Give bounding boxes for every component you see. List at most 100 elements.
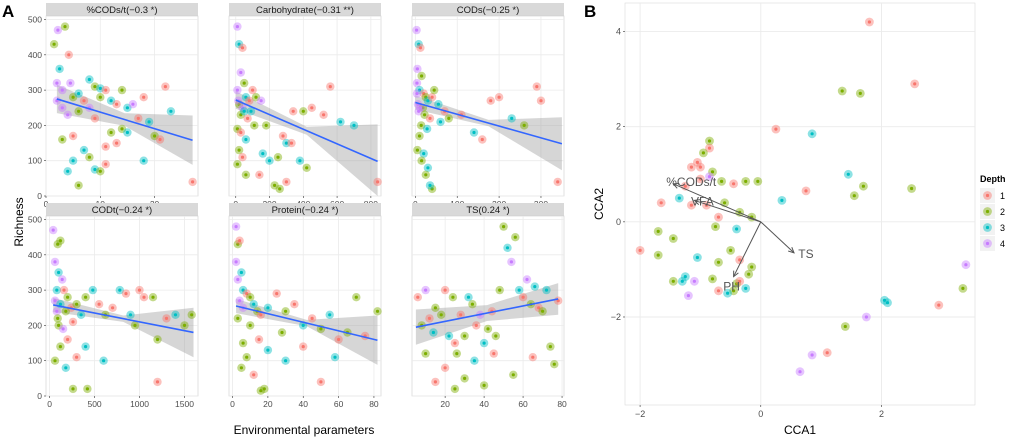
- data-point-core: [438, 120, 443, 124]
- data-point-core: [695, 255, 700, 260]
- x-tick-label: 80: [369, 399, 379, 409]
- data-point-core: [937, 303, 941, 307]
- data-point-core: [245, 355, 249, 359]
- data-point-core: [155, 337, 160, 342]
- regression-line: [235, 99, 378, 163]
- data-point-core: [104, 145, 108, 149]
- data-point-core: [57, 270, 61, 275]
- data-point-core: [683, 184, 687, 188]
- data-point-core: [261, 152, 265, 156]
- panel-b-letter: B: [584, 2, 597, 21]
- data-point-core: [417, 109, 421, 113]
- data-point-core: [310, 106, 314, 110]
- data-point-core: [84, 295, 88, 299]
- data-point-core: [710, 170, 715, 174]
- data-point-core: [82, 148, 86, 152]
- x-tick-label: 1000: [130, 399, 149, 409]
- data-point-core: [698, 165, 703, 169]
- data-point-core: [60, 137, 64, 142]
- data-point-core: [239, 270, 243, 275]
- data-point-core: [338, 120, 343, 124]
- data-point-core: [60, 88, 64, 92]
- data-point-core: [537, 306, 541, 310]
- data-point-core: [459, 313, 463, 317]
- data-point-core: [280, 330, 284, 335]
- confidence-band: [235, 91, 378, 196]
- data-point-core: [867, 20, 872, 24]
- data-point-core: [87, 155, 91, 159]
- data-point-core: [864, 315, 869, 319]
- biplot-arrow: [673, 183, 761, 223]
- facet-strip: [229, 203, 381, 216]
- legend-label: 3: [1000, 223, 1005, 233]
- facet-title: Carbohydrate(−0.31 **): [256, 5, 354, 16]
- legend-title: Depth: [980, 174, 1006, 184]
- data-point-core: [142, 159, 146, 163]
- data-point-core: [155, 380, 160, 384]
- data-point-core: [109, 99, 113, 103]
- data-point-core: [241, 341, 245, 345]
- x-tick-label: 1500: [175, 399, 194, 409]
- confidence-band: [53, 297, 194, 358]
- data-point-core: [236, 242, 240, 246]
- data-point-core: [541, 309, 545, 313]
- data-point-core: [262, 387, 266, 391]
- data-point-core: [58, 239, 63, 243]
- x-tick-label: 40: [298, 399, 308, 409]
- data-point-core: [843, 324, 847, 329]
- data-point-core: [147, 120, 151, 124]
- data-point-core: [284, 359, 288, 363]
- data-point-core: [190, 313, 194, 317]
- data-point-core: [236, 316, 240, 320]
- data-point-core: [64, 309, 68, 313]
- data-point-core: [552, 362, 556, 366]
- data-point-core: [237, 42, 241, 46]
- data-point-core: [713, 225, 718, 229]
- legend-marker-core: [985, 225, 990, 230]
- facet-panel: TS(0.24 *) 20 40 60 80: [411, 203, 567, 409]
- data-point-core: [522, 123, 526, 127]
- data-point-core: [276, 155, 280, 159]
- data-point-core: [259, 313, 263, 317]
- data-point-core: [173, 313, 178, 317]
- data-point-core: [421, 106, 425, 110]
- data-point-core: [93, 167, 97, 172]
- data-point-core: [463, 376, 467, 380]
- data-point-core: [275, 292, 279, 296]
- data-point-core: [716, 215, 721, 219]
- arrow-label: %CODs/t: [666, 175, 717, 189]
- data-point-core: [337, 337, 341, 342]
- data-point-core: [64, 366, 68, 370]
- y-tick-label: 300: [28, 85, 42, 95]
- data-point-core: [671, 236, 675, 241]
- data-point-core: [93, 85, 97, 89]
- data-point-core: [284, 141, 288, 145]
- y-tick-label: 400: [28, 250, 42, 260]
- data-point-core: [774, 127, 778, 131]
- arrow-label: VFA: [691, 194, 714, 208]
- y-tick-label: 500: [28, 215, 42, 225]
- y-tick-label: 400: [28, 50, 42, 60]
- data-point-core: [63, 25, 67, 29]
- data-point-core: [502, 225, 506, 229]
- data-point-core: [424, 352, 428, 356]
- data-point-core: [66, 337, 70, 342]
- data-point-core: [284, 180, 288, 184]
- data-point-core: [245, 292, 249, 296]
- data-point-core: [240, 106, 245, 110]
- arrow-label: TS: [798, 247, 813, 261]
- data-point-core: [77, 183, 81, 187]
- data-point-core: [858, 91, 862, 95]
- data-point-core: [376, 180, 380, 184]
- facet-strip: [412, 3, 564, 16]
- y-tick-label: 300: [28, 285, 42, 295]
- x-tick-label: 20: [263, 399, 273, 409]
- data-point-core: [115, 102, 119, 106]
- data-point-core: [415, 81, 419, 85]
- data-point-core: [142, 95, 146, 99]
- data-point-core: [422, 92, 426, 96]
- data-point-core: [732, 289, 736, 293]
- data-point-core: [66, 295, 70, 299]
- data-point-core: [426, 166, 430, 170]
- data-point-core: [482, 341, 486, 345]
